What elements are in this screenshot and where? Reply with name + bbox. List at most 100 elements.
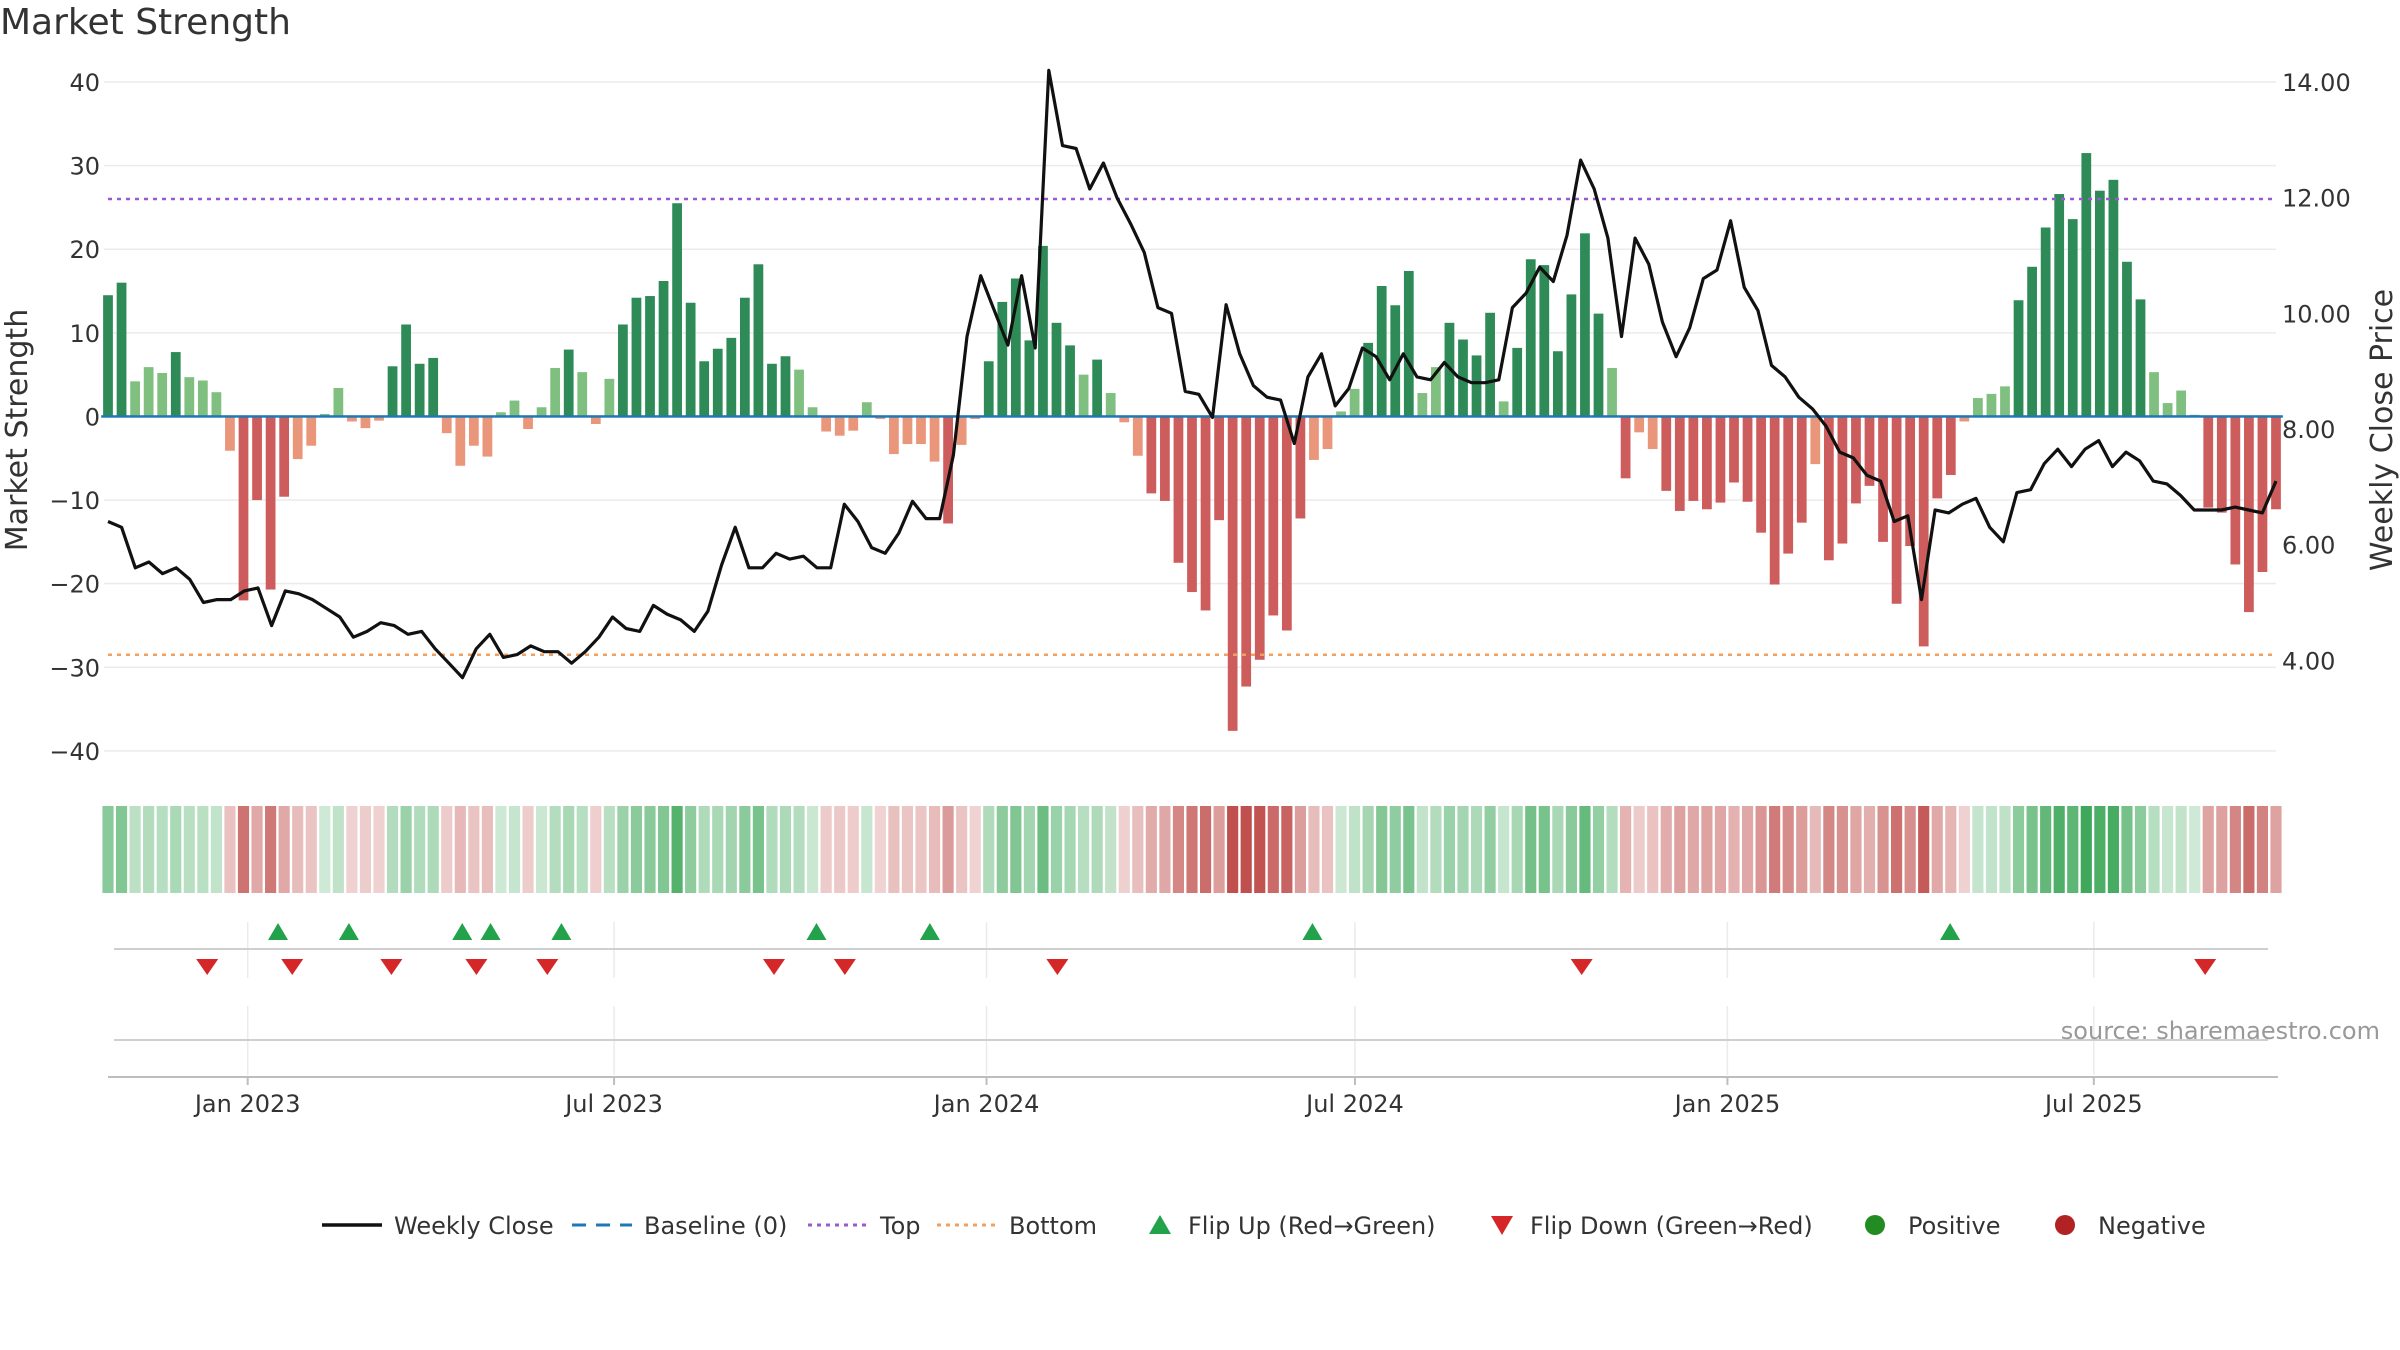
heat-cell: [1565, 806, 1577, 893]
strength-bar: [1173, 416, 1184, 563]
heat-cell: [752, 806, 764, 893]
heat-cell: [1430, 806, 1442, 893]
strength-bar: [157, 372, 168, 417]
heat-cell: [2202, 806, 2214, 893]
legend-item: Weekly Close: [322, 1212, 554, 1240]
heat-cell: [996, 806, 1008, 893]
strength-bar: [618, 324, 628, 417]
strength-bar: [1539, 265, 1550, 417]
heat-cell: [224, 806, 236, 893]
strength-bar: [1254, 416, 1265, 660]
heat-cell: [1240, 806, 1252, 893]
strength-bar: [170, 352, 181, 417]
heat-cell: [1931, 806, 1943, 893]
flip-down-marker: [1570, 959, 1593, 975]
right-axis: 14.00 12.00 10.00 8.00 6.00 4.00: [2282, 69, 2351, 675]
heat-cell: [2107, 806, 2119, 893]
flip-up-marker: [551, 923, 572, 940]
x-tick-label: Jan 2025: [1673, 1090, 1781, 1118]
strength-bar: [387, 366, 398, 417]
strength-bar: [1376, 286, 1387, 417]
strength-bar: [1620, 416, 1631, 479]
heat-cell: [1836, 806, 1848, 893]
strength-bar: [103, 295, 113, 417]
heat-cell: [386, 806, 399, 893]
heat-cell: [1362, 806, 1374, 893]
strength-bar: [1471, 355, 1482, 417]
heat-cell: [1741, 806, 1754, 893]
heat-cell: [983, 806, 995, 893]
strength-bar: [753, 264, 764, 417]
heat-cell: [1267, 806, 1279, 893]
strength-bar: [523, 416, 533, 429]
heat-cell: [1470, 806, 1483, 893]
legend-label: Baseline (0): [644, 1212, 787, 1240]
flip-up-marker: [919, 923, 940, 940]
strength-bar: [292, 416, 303, 460]
left-axis-label: Market Strength: [0, 309, 35, 551]
heat-cell: [1904, 806, 1916, 893]
weekly-close-line: [107, 68, 2278, 680]
heat-cell: [1457, 806, 1469, 893]
heat-cell: [685, 806, 697, 893]
strength-bar: [1024, 340, 1035, 417]
heat-cell: [2270, 806, 2282, 893]
x-tick-label: Jan 2023: [193, 1090, 301, 1118]
heat-cell: [2053, 806, 2065, 893]
heat-cell: [1972, 806, 1984, 893]
heat-cell: [210, 806, 222, 893]
strength-bar: [1580, 233, 1590, 417]
heat-cell: [1159, 806, 1171, 893]
heat-cell: [712, 806, 724, 893]
heat-cell: [1958, 806, 1970, 893]
heat-cell: [563, 806, 575, 893]
strength-bar: [1200, 416, 1211, 611]
strength-bar: [2271, 416, 2281, 510]
strength-bar: [1512, 347, 1523, 417]
strength-bar: [1823, 416, 1834, 561]
strength-bar: [1918, 416, 1929, 647]
strength-bar: [2244, 416, 2254, 613]
strength-bar: [604, 378, 615, 417]
strength-bar: [2216, 416, 2227, 513]
heat-cell: [793, 806, 805, 893]
strength-bar: [279, 416, 290, 497]
strength-bar: [929, 416, 940, 462]
flip-down-marker: [380, 959, 403, 975]
weekly-close-layer: [107, 68, 2278, 680]
strength-bar: [1525, 259, 1536, 417]
legend-item: Baseline (0): [572, 1212, 787, 1240]
strength-bar: [1363, 342, 1374, 417]
strength-bar: [848, 416, 859, 431]
strength-bar: [319, 413, 330, 417]
legend-item: Top: [808, 1212, 921, 1240]
strength-bar: [347, 416, 357, 422]
legend-label: Top: [879, 1212, 921, 1240]
strength-bar: [1566, 294, 1577, 417]
strength-bar: [1322, 416, 1333, 450]
heat-cell: [1186, 806, 1198, 893]
heat-cell: [1945, 806, 1957, 893]
heat-cell: [1132, 806, 1144, 893]
strength-bar: [1986, 393, 1997, 417]
heat-cell: [1755, 806, 1767, 893]
strength-bar: [1214, 416, 1224, 521]
strength-bar: [1796, 416, 1807, 523]
heat-cell: [928, 806, 941, 893]
legend-label: Weekly Close: [394, 1212, 554, 1240]
strength-bar: [238, 416, 249, 601]
strength-bar: [2122, 261, 2132, 417]
heat-cell: [1213, 806, 1225, 893]
heat-cell: [170, 806, 182, 893]
heat-cell: [359, 806, 372, 893]
heat-cell: [1918, 806, 1930, 893]
flip-up-marker: [268, 923, 289, 940]
heat-cell: [1891, 806, 1903, 893]
strength-bar: [1891, 416, 1902, 604]
heat-cell: [1416, 806, 1428, 893]
reference-lines: [108, 197, 2276, 657]
heat-cell: [2012, 806, 2025, 893]
flip-down-marker: [762, 959, 785, 975]
flip-down-marker: [1046, 959, 1069, 975]
left-tick-label: 0: [85, 403, 100, 431]
